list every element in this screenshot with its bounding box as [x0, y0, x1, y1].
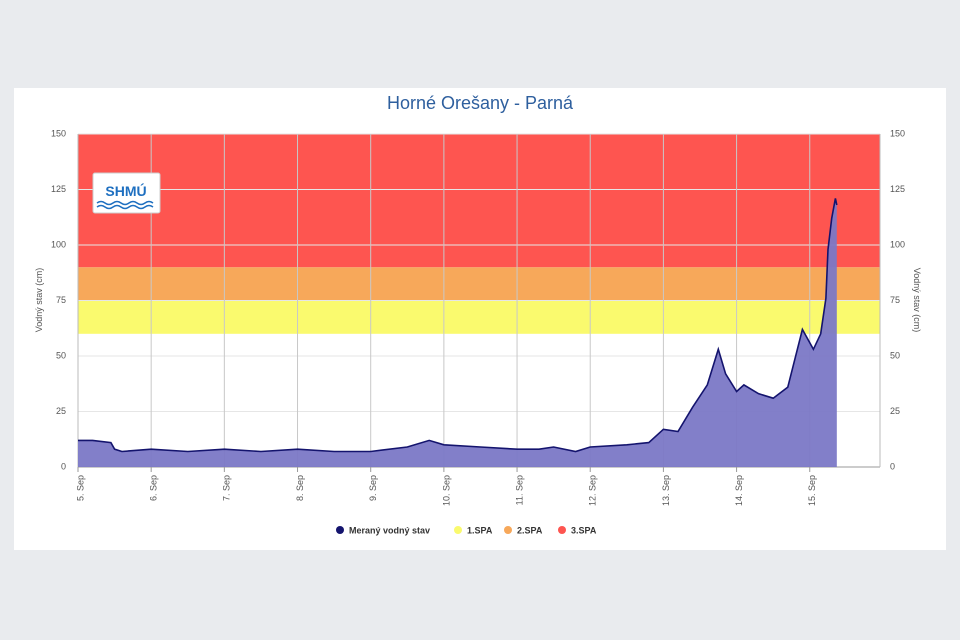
legend-marker: [454, 526, 462, 534]
y-tick-label: 50: [56, 350, 66, 360]
x-tick-label: 5. Sep: [75, 475, 85, 501]
plot-band: [78, 134, 880, 268]
plot-band: [78, 300, 880, 334]
y-tick-label: 25: [56, 406, 66, 416]
x-tick-label: 9. Sep: [368, 475, 378, 501]
x-tick-label: 12. Sep: [588, 475, 598, 506]
y2-tick-label: 0: [890, 461, 895, 471]
y2-tick-label: 50: [890, 350, 900, 360]
line: [78, 198, 838, 453]
area: [78, 198, 837, 467]
x-tick-label: 15. Sep: [807, 475, 817, 506]
plot-band: [78, 267, 880, 301]
logo-text: SHMÚ: [105, 182, 146, 199]
y-tick-label: 75: [56, 295, 66, 305]
x-tick-label: 11. Sep: [514, 475, 524, 505]
chart-title: Horné Orešany - Parná: [387, 93, 574, 113]
x-tick-label: 14. Sep: [734, 475, 744, 506]
legend-label: 1.SPA: [467, 525, 493, 535]
legend-marker: [558, 526, 566, 534]
legend-label: 3.SPA: [571, 525, 597, 535]
y2-axis-label: Vodný stav (cm): [912, 268, 922, 333]
logo-wave: [96, 200, 154, 206]
y2-tick-label: 25: [890, 406, 900, 416]
logo: SHMÚ: [92, 172, 161, 214]
y-tick-label: 100: [51, 239, 66, 249]
x-tick-label: 8. Sep: [295, 475, 305, 501]
y-tick-label: 125: [51, 184, 66, 194]
x-tick-label: 10. Sep: [441, 475, 451, 506]
legend-label: 2.SPA: [517, 525, 543, 535]
x-tick-label: 6. Sep: [149, 475, 159, 501]
x-tick-label: 7. Sep: [222, 475, 232, 501]
logo-wave: [96, 204, 154, 210]
y2-tick-label: 150: [890, 128, 905, 138]
y-axis-label: Vodný stav (cm): [34, 268, 44, 333]
logo-box: [92, 172, 161, 214]
y2-tick-label: 125: [890, 184, 905, 194]
y2-tick-label: 75: [890, 295, 900, 305]
legend-marker: [504, 526, 512, 534]
legend-label: Meraný vodný stav: [349, 525, 430, 535]
y2-tick-label: 100: [890, 239, 905, 249]
legend-marker: [336, 526, 344, 534]
y-tick-label: 150: [51, 128, 66, 138]
y-tick-label: 0: [61, 461, 66, 471]
x-tick-label: 13. Sep: [661, 475, 671, 506]
